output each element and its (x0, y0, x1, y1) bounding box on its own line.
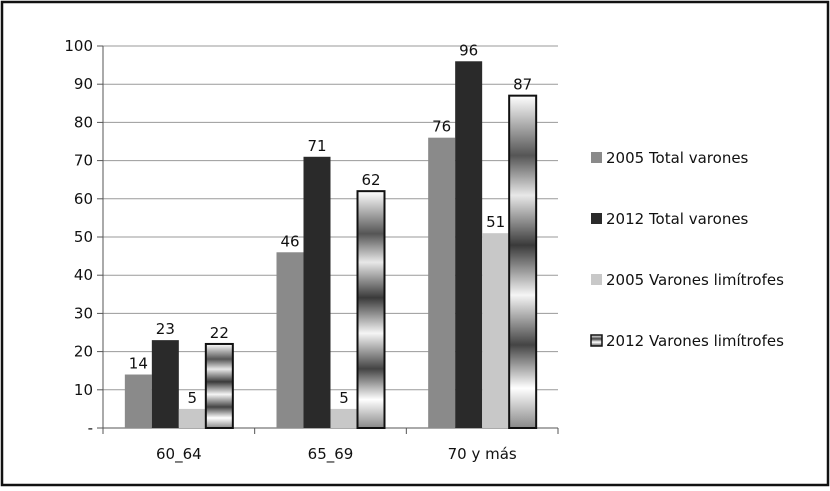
y-tick-label: 70 (74, 152, 93, 170)
y-tick-label: 40 (74, 266, 93, 284)
bar (204, 342, 234, 429)
legend-swatch (590, 334, 603, 347)
data-label: 51 (486, 213, 505, 231)
legend: 2005 Total varones 2012 Total varones 2005… (590, 149, 784, 350)
legend-label: 2005 Total varones (606, 149, 749, 167)
data-label: 14 (129, 355, 148, 373)
bars (124, 61, 538, 429)
bar (178, 408, 206, 428)
y-tick-label: 80 (74, 113, 93, 131)
bar (151, 340, 179, 428)
bar (124, 374, 152, 428)
bar (428, 137, 456, 428)
x-tick-label: 70 y más (448, 445, 517, 463)
y-tick-label: 20 (74, 343, 93, 361)
data-label: 5 (339, 389, 349, 407)
legend-label: 2012 Varones limítrofes (606, 332, 784, 350)
data-label: 22 (210, 324, 229, 342)
bar (482, 233, 510, 428)
y-tick-label: 30 (74, 304, 93, 322)
bar (455, 61, 483, 428)
y-tick-label: 60 (74, 190, 93, 208)
bar (508, 94, 538, 429)
y-tick-label: 50 (74, 228, 93, 246)
data-label: 5 (188, 389, 198, 407)
y-tick-label: 100 (64, 37, 93, 55)
y-tick-label: 90 (74, 75, 93, 93)
y-tick-label: - (88, 419, 93, 437)
data-label: 76 (432, 118, 451, 136)
bar (330, 408, 358, 428)
bar (356, 190, 386, 429)
data-label: 23 (156, 320, 175, 338)
data-label: 46 (280, 232, 299, 250)
legend-swatch (591, 152, 602, 163)
axes: - 10 20 30 40 50 60 70 80 90 100 60_64 65_69 70 y más (64, 37, 559, 464)
x-tick-label: 60_64 (156, 445, 202, 464)
data-label: 87 (513, 76, 532, 94)
data-labels: 14 46 76 23 71 96 5 5 51 22 62 87 (129, 41, 532, 407)
legend-label: 2005 Varones limítrofes (606, 271, 784, 289)
x-tick-label: 65_69 (308, 445, 354, 464)
data-label: 71 (307, 137, 326, 155)
bar (303, 156, 331, 428)
data-label: 96 (459, 41, 478, 59)
y-tick-label: 10 (74, 381, 93, 399)
legend-swatch (591, 213, 602, 224)
legend-swatch (591, 274, 602, 285)
data-label: 62 (361, 171, 380, 189)
legend-label: 2012 Total varones (606, 210, 749, 228)
bar (276, 252, 304, 428)
